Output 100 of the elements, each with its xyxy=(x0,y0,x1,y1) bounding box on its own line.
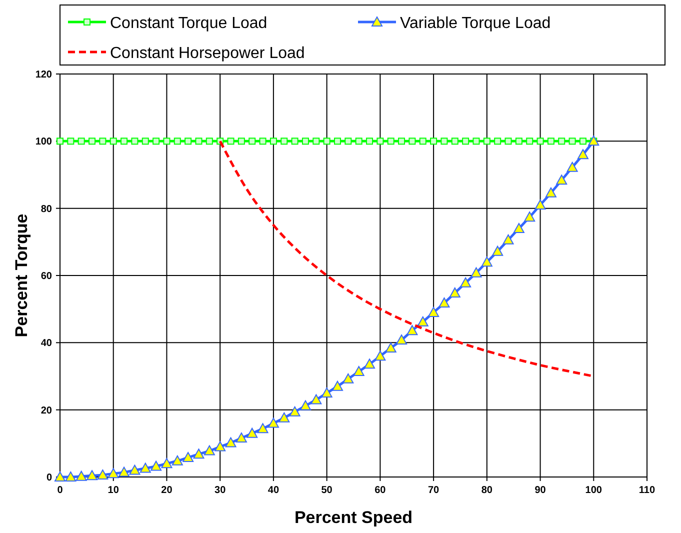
point xyxy=(364,358,376,369)
point xyxy=(97,469,108,480)
point xyxy=(184,138,192,145)
y-tick-label: 20 xyxy=(40,405,52,416)
point xyxy=(78,138,85,145)
point xyxy=(152,138,160,145)
point xyxy=(332,380,343,391)
point xyxy=(460,277,472,288)
point xyxy=(310,394,322,404)
point xyxy=(440,138,448,145)
legend-label: Variable Torque Load xyxy=(400,15,551,32)
x-tick-label: 100 xyxy=(585,485,602,496)
x-tick-label: 10 xyxy=(108,485,120,496)
point xyxy=(163,138,170,145)
x-tick-label: 90 xyxy=(534,485,546,496)
point xyxy=(225,437,236,448)
point xyxy=(451,138,458,145)
point xyxy=(417,316,428,326)
point xyxy=(547,138,554,145)
point xyxy=(568,138,576,145)
point xyxy=(227,138,234,145)
point xyxy=(579,138,586,145)
y-tick-label: 60 xyxy=(40,271,52,282)
point xyxy=(321,388,332,398)
point xyxy=(248,138,256,145)
point xyxy=(419,138,426,145)
point xyxy=(481,256,492,267)
point xyxy=(182,452,194,462)
x-tick-label: 0 xyxy=(57,485,64,496)
point xyxy=(556,174,568,185)
point xyxy=(524,212,536,222)
y-tick-label: 40 xyxy=(40,338,52,350)
point xyxy=(366,138,374,145)
point xyxy=(396,334,408,344)
y-tick-label: 80 xyxy=(40,204,52,215)
point xyxy=(502,234,514,244)
point xyxy=(174,138,181,145)
point xyxy=(430,138,438,145)
x-axis-title: Percent Speed xyxy=(294,508,413,527)
point xyxy=(291,138,298,145)
point xyxy=(195,138,202,145)
point xyxy=(387,138,394,145)
point xyxy=(67,138,74,145)
point xyxy=(323,138,330,145)
point xyxy=(204,445,215,456)
point xyxy=(355,138,362,145)
point xyxy=(257,423,268,434)
point xyxy=(472,138,480,145)
point xyxy=(268,418,279,428)
point xyxy=(376,138,384,145)
point xyxy=(193,448,204,459)
point xyxy=(374,350,386,361)
point xyxy=(172,455,183,466)
point xyxy=(344,138,352,145)
point xyxy=(545,187,556,198)
point xyxy=(238,138,245,145)
point xyxy=(577,149,588,160)
point xyxy=(558,138,566,145)
point xyxy=(408,138,416,145)
point xyxy=(342,373,354,384)
y-tick-label: 0 xyxy=(46,472,52,484)
point xyxy=(398,138,406,145)
x-tick-label: 40 xyxy=(268,485,280,496)
point xyxy=(428,306,440,317)
point xyxy=(142,138,149,145)
point xyxy=(76,470,87,481)
point xyxy=(236,432,247,443)
x-tick-label: 70 xyxy=(428,485,440,496)
point xyxy=(566,162,578,172)
point xyxy=(108,468,119,478)
point xyxy=(300,400,311,410)
x-tick-label: 20 xyxy=(161,485,173,496)
point xyxy=(534,199,546,210)
point xyxy=(161,458,172,468)
legend-label: Constant Torque Load xyxy=(110,15,268,32)
point xyxy=(86,470,98,480)
point xyxy=(246,428,258,438)
x-tick-label: 30 xyxy=(214,485,226,496)
point xyxy=(150,460,162,471)
point xyxy=(449,287,460,298)
point xyxy=(280,138,288,145)
x-tick-label: 110 xyxy=(638,485,656,496)
point xyxy=(462,138,470,145)
point xyxy=(504,138,512,145)
point xyxy=(406,325,418,336)
point xyxy=(494,138,502,145)
point xyxy=(129,464,140,475)
x-tick-label: 80 xyxy=(481,485,493,496)
point xyxy=(110,138,117,145)
point xyxy=(65,472,76,482)
point xyxy=(278,412,290,422)
point xyxy=(353,366,364,376)
y-tick-label: 100 xyxy=(35,136,52,148)
legend-label: Constant Horsepower Load xyxy=(110,45,305,62)
point xyxy=(312,138,320,145)
point xyxy=(470,267,482,278)
point xyxy=(513,222,524,233)
point xyxy=(385,342,396,353)
point xyxy=(526,138,534,145)
point xyxy=(492,246,504,256)
